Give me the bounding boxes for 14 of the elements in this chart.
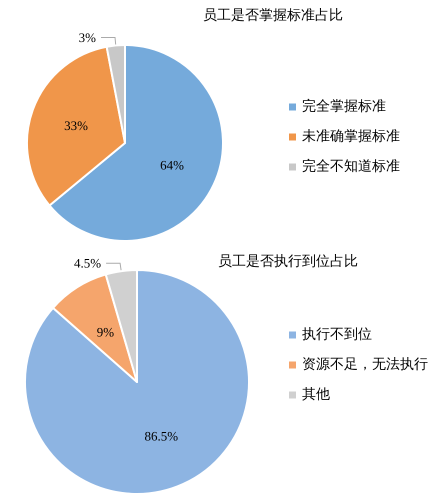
chart-title: 员工是否执行到位占比 [218, 254, 358, 270]
data-label: 3% [78, 30, 96, 45]
legend-label: 执行不到位 [302, 326, 372, 342]
legend-label: 资源不足，无法执行 [302, 356, 428, 372]
data-label: 4.5% [74, 256, 102, 271]
legend-label: 完全掌握标准 [302, 98, 386, 114]
legend-label: 完全不知道标准 [302, 158, 400, 174]
chart-title: 员工是否掌握标准占比 [203, 8, 343, 24]
data-label: 9% [96, 324, 114, 340]
legend-label: 其他 [302, 386, 330, 402]
legend-label: 未准确掌握标准 [302, 128, 400, 144]
data-label: 86.5% [144, 428, 178, 444]
data-label: 64% [160, 158, 184, 173]
data-label: 33% [64, 118, 88, 133]
